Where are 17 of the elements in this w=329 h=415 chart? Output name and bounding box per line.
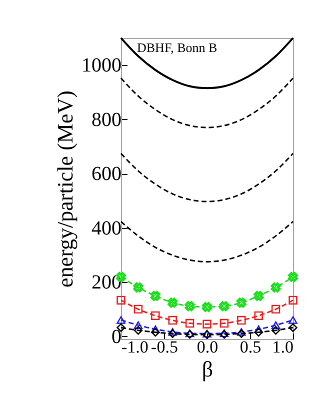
x-axis-title: β (202, 356, 214, 382)
x-tick-label: 0.5 (240, 338, 262, 356)
y-tick-label: 800 (92, 108, 122, 131)
y-axis-title: energy/particle (MeV) (52, 90, 78, 288)
line-series (120, 37, 294, 90)
y-tick-label: 0 (112, 326, 122, 348)
line-series (120, 152, 294, 202)
line-series (120, 77, 294, 128)
y-tick-label: 1000 (82, 54, 122, 77)
x-tick-label: 0.0 (196, 338, 218, 356)
x-tick-label: 1.0 (272, 338, 294, 356)
x-tick-label: -0.5 (151, 338, 178, 356)
annotation: DBHF, Bonn B (137, 40, 218, 55)
x-tick-label: -1.0 (122, 338, 148, 356)
line-series (120, 220, 294, 262)
y-tick-label: 400 (92, 217, 122, 240)
y-tick-label: 600 (92, 163, 122, 186)
